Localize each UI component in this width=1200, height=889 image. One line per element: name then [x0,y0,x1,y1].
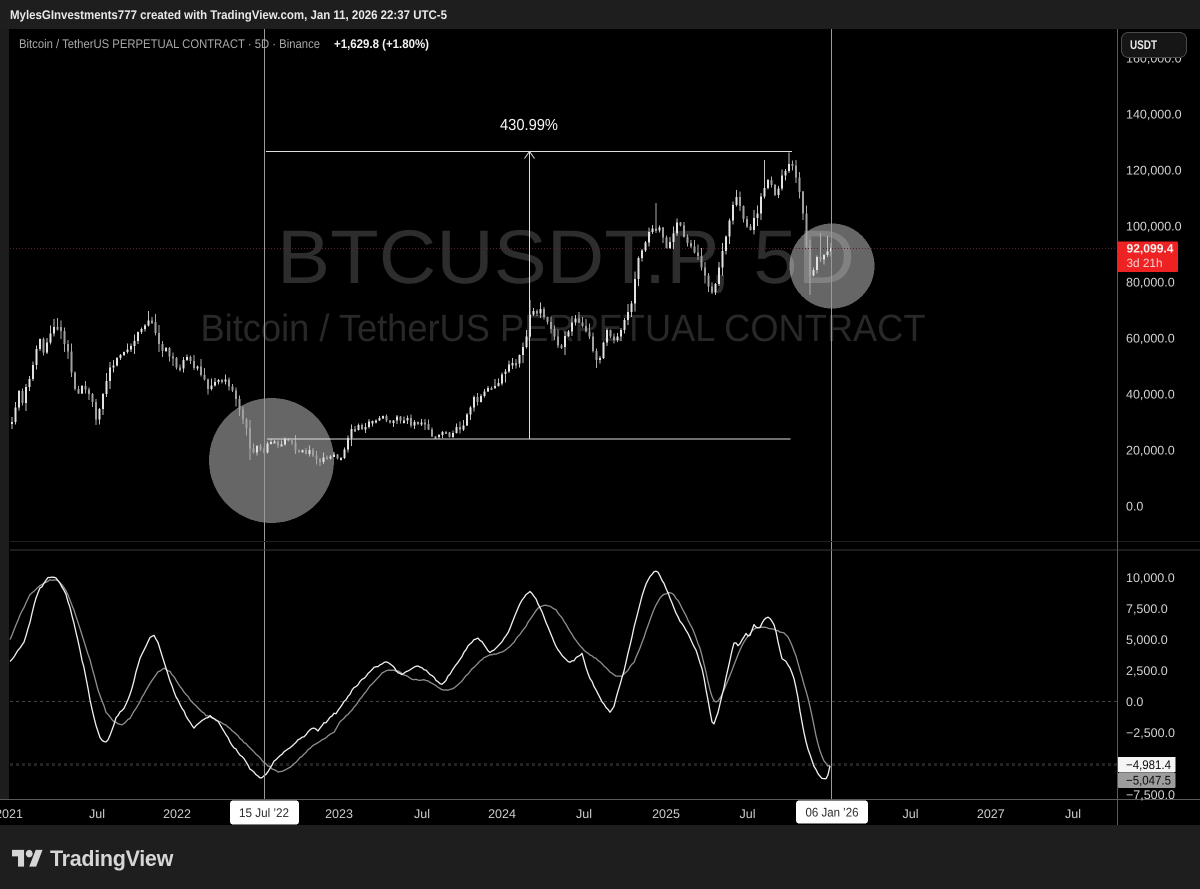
svg-text:Jul: Jul [414,807,430,821]
svg-text:2027: 2027 [977,807,1005,821]
svg-text:TradingView: TradingView [50,846,174,871]
svg-text:10,000.0: 10,000.0 [1126,571,1175,585]
svg-text:0.0: 0.0 [1126,500,1143,514]
svg-text:Jul: Jul [740,807,756,821]
svg-text:Bitcoin / TetherUS PERPETUAL C: Bitcoin / TetherUS PERPETUAL CONTRACT · … [19,37,320,51]
svg-text:−4,981.4: −4,981.4 [1126,758,1171,772]
svg-text:100,000.0: 100,000.0 [1126,220,1182,234]
svg-text:06 Jan ’26: 06 Jan ’26 [806,806,859,820]
svg-text:92,099.4: 92,099.4 [1127,242,1174,256]
svg-text:Jul: Jul [89,807,105,821]
svg-text:BTCUSDT.P, 5D: BTCUSDT.P, 5D [277,215,855,300]
svg-text:120,000.0: 120,000.0 [1126,164,1182,178]
svg-text:2024: 2024 [488,807,516,821]
svg-text:7,500.0: 7,500.0 [1126,602,1168,616]
svg-text:Jul: Jul [1065,807,1081,821]
svg-text:2022: 2022 [163,807,191,821]
svg-text:MylesGInvestments777 created w: MylesGInvestments777 created with Tradin… [10,8,447,22]
svg-text:2025: 2025 [652,807,680,821]
svg-text:2023: 2023 [325,807,353,821]
svg-text:+1,629.8 (+1.80%): +1,629.8 (+1.80%) [334,37,429,51]
svg-text:15 Jul ’22: 15 Jul ’22 [239,806,289,820]
svg-text:80,000.0: 80,000.0 [1126,276,1175,290]
svg-text:2,500.0: 2,500.0 [1126,664,1168,678]
svg-text:430.99%: 430.99% [500,117,558,134]
svg-text:60,000.0: 60,000.0 [1126,332,1175,346]
svg-text:−2,500.0: −2,500.0 [1126,726,1175,740]
svg-text:USDT: USDT [1130,38,1157,52]
svg-text:Bitcoin / TetherUS PERPETUAL C: Bitcoin / TetherUS PERPETUAL CONTRACT [201,308,926,350]
svg-text:Jul: Jul [903,807,919,821]
svg-text:−5,047.5: −5,047.5 [1126,774,1171,788]
svg-text:3d 21h: 3d 21h [1127,256,1163,270]
svg-text:Jul: Jul [576,807,592,821]
svg-text:140,000.0: 140,000.0 [1126,108,1182,122]
svg-text:5,000.0: 5,000.0 [1126,633,1168,647]
svg-text:−7,500.0: −7,500.0 [1126,788,1175,802]
svg-text:0.0: 0.0 [1126,695,1143,709]
svg-text:2021: 2021 [0,807,23,821]
svg-text:20,000.0: 20,000.0 [1126,444,1175,458]
svg-text:40,000.0: 40,000.0 [1126,388,1175,402]
